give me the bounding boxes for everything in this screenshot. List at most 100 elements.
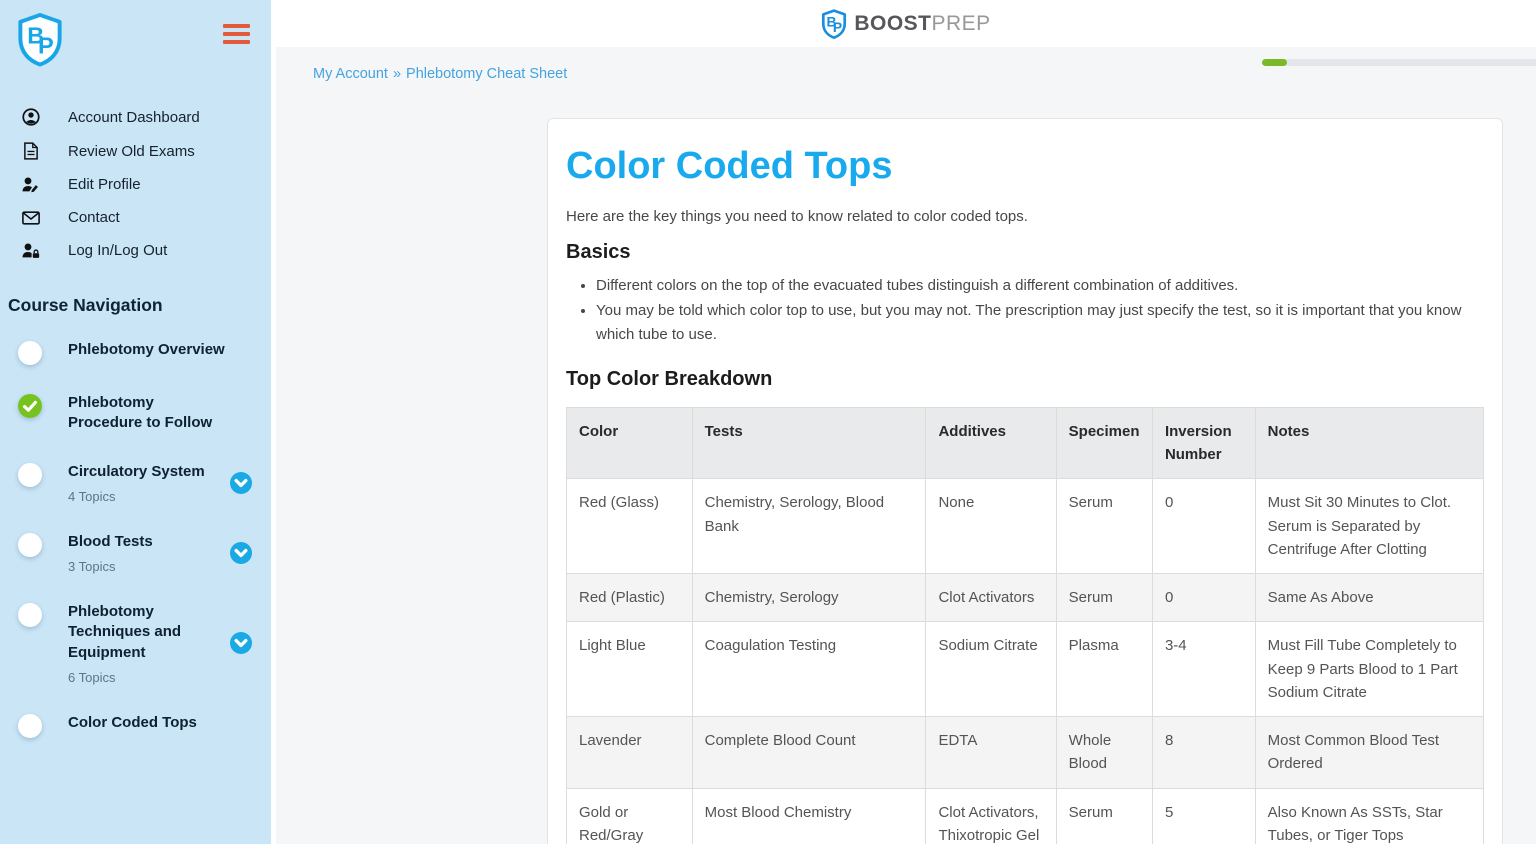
chevron-down-icon[interactable]: [230, 471, 252, 494]
table-cell: Most Common Blood Test Ordered: [1254, 716, 1485, 789]
brand-text-prep: PREP: [931, 11, 991, 35]
breakdown-heading: Top Color Breakdown: [566, 367, 773, 390]
column-header: Inversion Number: [1151, 406, 1256, 480]
table-cell: Red (Glass): [566, 478, 693, 574]
table-cell: Sodium Citrate: [925, 621, 1057, 717]
table-cell: Serum: [1055, 478, 1153, 574]
table-cell: Red (Plastic): [566, 572, 693, 623]
top-color-breakdown-table: Color Tests Additives Specimen Inversion…: [566, 406, 1485, 844]
course-item-label: Phlebotomy Overview: [68, 341, 225, 358]
incomplete-status-circle: [18, 462, 42, 487]
course-item-phlebotomy-procedure[interactable]: Phlebotomy Procedure to Follow: [0, 393, 276, 434]
breadcrumb-current-page: Phlebotomy Cheat Sheet: [406, 66, 568, 82]
column-header: Additives: [925, 406, 1057, 480]
course-item-topics: 6 Topics: [68, 669, 116, 685]
table-cell: 0: [1151, 572, 1256, 623]
bullet-item: You may be told which color top to use, …: [596, 299, 1484, 346]
boostprep-shield-icon: B P: [822, 8, 847, 39]
incomplete-status-circle: [18, 532, 42, 557]
course-item-phlebotomy-techniques[interactable]: Phlebotomy Techniques and Equipment 6 To…: [0, 602, 276, 685]
course-item-label: Color Coded Tops: [68, 713, 197, 731]
table-cell: Most Blood Chemistry: [691, 787, 927, 844]
table-cell: 5: [1151, 787, 1256, 844]
envelope-icon: [22, 210, 40, 225]
course-item-circulatory-system[interactable]: Circulatory System 4 Topics: [0, 462, 276, 504]
sidebar-item-login-logout[interactable]: Log In/Log Out: [0, 234, 276, 267]
incomplete-status-circle: [18, 603, 42, 627]
chevron-down-icon[interactable]: [230, 632, 252, 655]
table-row: Red (Plastic) Chemistry, Serology Clot A…: [566, 572, 1485, 623]
course-item-blood-tests[interactable]: Blood Tests 3 Topics: [0, 532, 276, 574]
table-cell: EDTA: [925, 716, 1057, 789]
table-cell: Clot Activators: [925, 572, 1057, 623]
intro-paragraph: Here are the key things you need to know…: [566, 208, 1028, 225]
table-cell: Plasma: [1055, 621, 1153, 717]
course-item-topics: 3 Topics: [68, 559, 116, 574]
table-cell: Light Blue: [566, 621, 693, 717]
course-item-label: Blood Tests: [68, 532, 153, 550]
course-item-color-coded-tops[interactable]: Color Coded Tops: [0, 713, 276, 738]
svg-text:P: P: [833, 19, 842, 35]
column-header: Color: [566, 406, 693, 480]
user-lock-icon: [22, 242, 40, 259]
course-item-label: Circulatory System: [68, 462, 205, 480]
complete-check-icon: [18, 394, 42, 418]
boostprep-logo[interactable]: B P BOOSTPREP: [821, 8, 991, 39]
table-cell: Coagulation Testing: [691, 621, 927, 717]
table-cell: Same As Above: [1254, 572, 1485, 623]
brand-text-boost: BOOST: [854, 11, 932, 35]
boostprep-shield-logo[interactable]: B P: [16, 12, 64, 72]
course-progress-bar: [1262, 59, 1536, 66]
sidebar-menu: Account Dashboard Review Old Exams: [0, 100, 276, 267]
table-cell: Must Fill Tube Completely to Keep 9 Part…: [1254, 621, 1485, 717]
sidebar-item-label: Edit Profile: [68, 176, 141, 193]
sidebar-item-review-old-exams[interactable]: Review Old Exams: [0, 134, 276, 168]
basics-heading: Basics: [566, 241, 631, 263]
sidebar-item-label: Log In/Log Out: [68, 242, 168, 259]
table-row: Lavender Complete Blood Count EDTA Whole…: [566, 716, 1485, 789]
table-cell: Serum: [1055, 572, 1153, 623]
incomplete-status-circle: [18, 341, 42, 365]
hamburger-menu-icon[interactable]: [223, 24, 250, 48]
course-progress-fill: [1262, 59, 1287, 66]
lesson-card: Color Coded Tops Here are the key things…: [547, 118, 1503, 844]
sidebar-item-contact[interactable]: Contact: [0, 201, 276, 234]
svg-text:P: P: [38, 32, 54, 58]
page-title: Color Coded Tops: [566, 145, 893, 187]
table-cell: Chemistry, Serology: [691, 572, 927, 623]
svg-text:B: B: [827, 13, 837, 29]
sidebar-item-label: Account Dashboard: [68, 108, 200, 126]
breadcrumb-my-account[interactable]: My Account: [313, 66, 388, 82]
course-navigation-heading: Course Navigation: [8, 295, 163, 315]
top-header: B P BOOSTPREP: [276, 0, 1536, 47]
table-cell: None: [925, 478, 1057, 574]
table-cell: Lavender: [566, 716, 693, 789]
column-header: Tests: [691, 406, 927, 480]
table-row: Red (Glass) Chemistry, Serology, Blood B…: [566, 478, 1485, 574]
table-cell: Gold or Red/Gray Stopper: [566, 787, 693, 844]
sidebar-item-edit-profile[interactable]: Edit Profile: [0, 168, 276, 201]
table-cell: Must Sit 30 Minutes to Clot. Serum is Se…: [1254, 478, 1485, 574]
table-cell: 3-4: [1151, 621, 1256, 717]
table-row: Gold or Red/Gray Stopper Most Blood Chem…: [566, 787, 1485, 844]
course-item-phlebotomy-overview[interactable]: Phlebotomy Overview: [0, 340, 276, 365]
incomplete-status-circle: [18, 713, 42, 738]
table-cell: Clot Activators, Thixotropic Gel: [925, 787, 1057, 844]
course-item-label: Phlebotomy Procedure to Follow: [68, 394, 213, 432]
sidebar-scrollbar[interactable]: [271, 0, 276, 844]
sidebar: B P Account Dashboard: [0, 0, 276, 844]
basics-bullet-list: Different colors on the top of the evacu…: [566, 274, 1484, 346]
table-cell: 8: [1151, 716, 1256, 789]
sidebar-item-label: Review Old Exams: [68, 142, 195, 160]
table-cell: Complete Blood Count: [691, 716, 927, 789]
breadcrumb-separator: »: [392, 66, 402, 82]
sidebar-item-account-dashboard[interactable]: Account Dashboard: [0, 100, 276, 134]
chevron-down-icon[interactable]: [230, 541, 252, 564]
main-content-area: My Account» Phlebotomy Cheat Sheet Color …: [276, 47, 1536, 844]
svg-text:B: B: [27, 22, 44, 48]
sidebar-item-label: Contact: [68, 209, 120, 226]
document-icon: [22, 142, 40, 160]
table-cell: Whole Blood: [1055, 716, 1153, 789]
user-edit-icon: [22, 176, 40, 193]
column-header: Notes: [1254, 406, 1485, 480]
